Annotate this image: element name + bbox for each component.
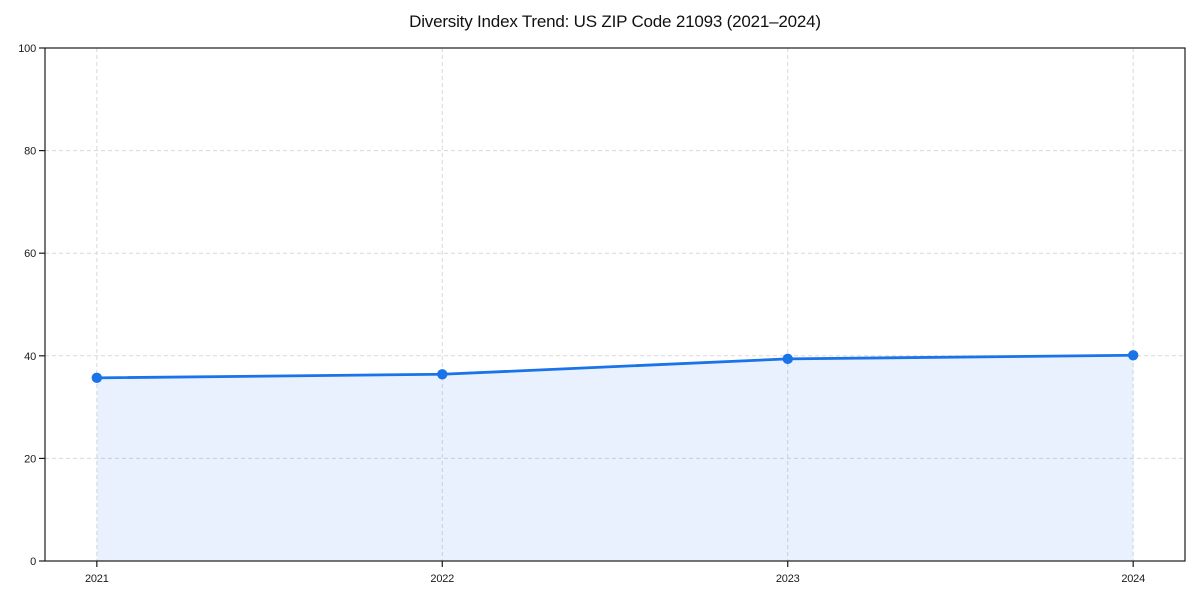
y-tick-label: 100 (18, 43, 36, 55)
y-tick-label: 40 (24, 351, 36, 363)
data-point-marker (782, 353, 793, 365)
y-tick-label: 60 (24, 248, 36, 260)
x-tick-label: 2022 (430, 573, 454, 585)
y-tick-label: 0 (30, 556, 36, 568)
chart-title: Diversity Index Trend: US ZIP Code 21093… (409, 12, 821, 31)
x-tick-label: 2021 (85, 573, 109, 585)
area-fill (96, 355, 1134, 561)
data-point-marker (91, 372, 103, 384)
plot-frame (44, 47, 1186, 562)
x-tick-label: 2024 (1121, 573, 1145, 585)
trend-line (95, 353, 1135, 380)
x-tick-label: 2023 (776, 573, 800, 585)
data-point-marker (1127, 350, 1139, 361)
y-tick-label: 20 (24, 453, 36, 465)
data-point-marker (437, 369, 448, 380)
y-tick-label: 80 (24, 146, 36, 158)
